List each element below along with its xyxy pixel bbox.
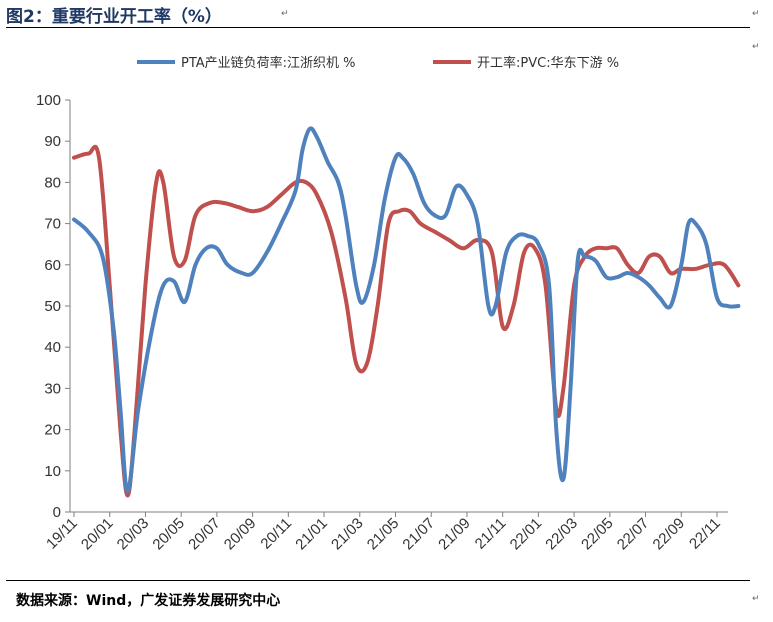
- x-tick-label: 19/11: [43, 515, 81, 553]
- series-line-1: [72, 126, 741, 494]
- y-tick-label: 10: [44, 463, 61, 480]
- page-title: 图2：重要行业开工率（%）: [6, 7, 222, 27]
- y-tick-label: 0: [53, 504, 61, 521]
- x-tick-label: 20/05: [149, 515, 188, 554]
- series-line-2: [72, 144, 741, 498]
- y-tick-label: 80: [44, 174, 61, 191]
- x-tick-label: 20/11: [257, 515, 295, 553]
- x-tick-label: 22/05: [578, 515, 617, 554]
- y-tick-label: 70: [44, 216, 61, 233]
- x-tick-label: 22/07: [614, 515, 653, 554]
- x-tick-label: 21/11: [472, 515, 510, 553]
- title-rule: [6, 27, 750, 28]
- paragraph-mark: ↵: [752, 594, 760, 604]
- x-tick-label: 21/09: [435, 515, 474, 554]
- x-tick-label: 22/09: [650, 515, 689, 554]
- x-tick-label: 21/03: [328, 515, 367, 554]
- chart-series: [72, 126, 741, 498]
- y-tick-label: 100: [36, 92, 61, 109]
- x-tick-label: 22/03: [542, 515, 581, 554]
- x-tick-label: 21/01: [292, 515, 331, 554]
- x-tick-label: 21/05: [364, 515, 403, 554]
- y-tick-label: 60: [44, 257, 61, 274]
- footer-rule: [6, 580, 750, 581]
- y-tick-label: 30: [44, 380, 61, 397]
- y-tick-label: 50: [44, 298, 61, 315]
- paragraph-mark: ↵: [281, 9, 289, 19]
- legend-label-1: PTA产业链负荷率:江浙织机 %: [181, 55, 356, 71]
- y-tick-label: 20: [44, 422, 61, 439]
- chart-legend: PTA产业链负荷率:江浙织机 % 开工率:PVC:华东下游 %: [137, 55, 619, 71]
- paragraph-mark: ↵: [752, 42, 760, 52]
- x-tick-label: 20/07: [185, 515, 224, 554]
- x-tick-label: 22/11: [686, 515, 724, 553]
- x-tick-label: 20/09: [221, 515, 260, 554]
- x-tick-label: 21/07: [399, 515, 438, 554]
- chart-axes: 010203040506070809010019/1120/0120/0320/…: [36, 92, 728, 553]
- y-tick-label: 90: [44, 133, 61, 150]
- source-note: 数据来源：Wind，广发证券发展研究中心: [16, 593, 281, 609]
- y-tick-label: 40: [44, 339, 61, 356]
- legend-label-2: 开工率:PVC:华东下游 %: [477, 55, 619, 71]
- x-tick-label: 22/01: [507, 515, 546, 554]
- x-tick-label: 20/01: [78, 515, 117, 554]
- x-tick-label: 20/03: [114, 515, 153, 554]
- paragraph-mark: ↵: [752, 9, 760, 19]
